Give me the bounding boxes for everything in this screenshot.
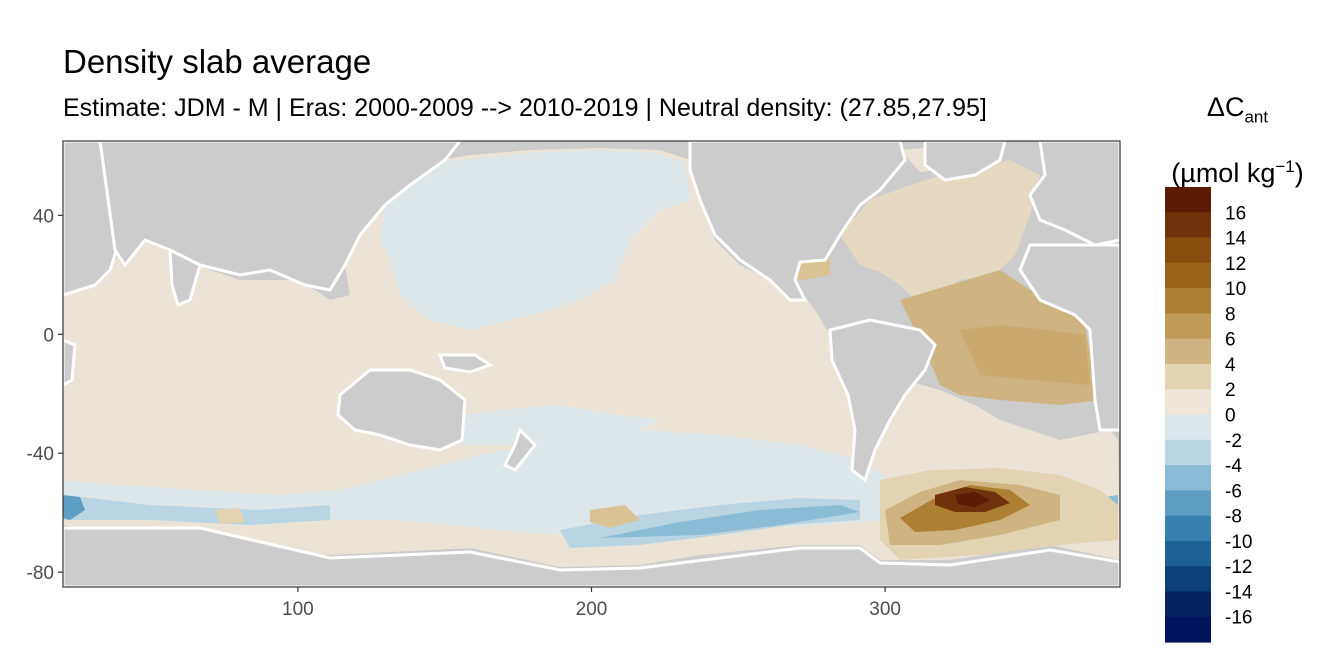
land-asia: [98, 141, 462, 292]
legend-color-swatch: [1165, 262, 1211, 289]
land-new-guinea: [437, 353, 494, 374]
y-tick-label: 40: [33, 206, 54, 227]
y-axis: 40 0 -40 -80: [27, 206, 63, 584]
y-tick-label: 0: [43, 325, 54, 346]
ocean-south-pacific-blue: [430, 405, 660, 445]
legend-color-swatch: [1165, 566, 1211, 593]
ocean-weddell-peak: [955, 492, 990, 507]
x-tick-label: 200: [576, 599, 608, 620]
legend-color-swatch: [1165, 591, 1211, 618]
ocean-small-tan-patch-2: [215, 508, 245, 524]
land-antarctica: [63, 526, 1120, 587]
legend-label: -6: [1225, 481, 1242, 502]
legend-color-swatch: [1165, 439, 1211, 466]
legend-label: 6: [1225, 330, 1236, 351]
x-axis: 100 200 300: [282, 587, 901, 620]
color-legend: 16 14 12 10 8 6 4 2 0 -2 -4 -6 -8 -10 -12 -14 -16: [1165, 187, 1253, 643]
x-tick-label: 300: [869, 599, 901, 620]
legend-color-swatch: [1165, 389, 1211, 416]
legend-label: 12: [1225, 254, 1246, 275]
land-south-america: [828, 318, 937, 483]
chart-subtitle: Estimate: JDM - M | Eras: 2000-2009 --> …: [63, 94, 987, 122]
legend-label: -10: [1225, 532, 1252, 553]
legend-color-swatch: [1165, 616, 1211, 643]
legend-title: ΔCant (µmol kg−1): [1150, 82, 1325, 198]
legend-color-swatch: [1165, 338, 1211, 365]
land-europe: [1028, 141, 1120, 247]
legend-color-swatch: [1165, 313, 1211, 340]
legend-label: 16: [1225, 203, 1246, 224]
legend-label: -2: [1225, 431, 1242, 452]
land-greenland: [923, 141, 1007, 182]
legend-label: 4: [1225, 355, 1236, 376]
ocean-south-atlantic-tan: [960, 325, 1090, 385]
legend-label: 2: [1225, 380, 1236, 401]
legend-label: -8: [1225, 507, 1242, 528]
ocean-southern-blue-streak: [63, 495, 330, 525]
legend-color-swatch: [1165, 465, 1211, 491]
legend-title-unit: (µmol kg−1): [1171, 157, 1304, 189]
land-masses: [63, 141, 1120, 587]
legend-color-swatch: [1165, 212, 1211, 239]
land-india: [168, 247, 202, 308]
legend-color-swatch: [1165, 414, 1211, 441]
legend-color-swatch: [1165, 288, 1211, 314]
legend-label: -4: [1225, 456, 1242, 477]
chart-title: Density slab average: [63, 43, 372, 80]
legend-color-swatch: [1165, 363, 1211, 390]
land-madagascar: [63, 338, 77, 387]
land-north-america: [688, 141, 907, 302]
ocean-west-blue-patch: [63, 495, 85, 520]
ocean-north-atlantic: [840, 160, 1040, 300]
legend-color-swatch: [1165, 237, 1211, 264]
ocean-southern-blue-streak-3: [600, 505, 860, 538]
legend-label: -12: [1225, 557, 1252, 578]
legend-label: 14: [1225, 229, 1247, 250]
map-panel: [63, 141, 1120, 587]
legend-color-swatch: [1165, 540, 1211, 567]
land-africa-east: [1018, 243, 1120, 432]
ocean-small-tan-patch: [590, 505, 640, 528]
legend-label: -16: [1225, 608, 1252, 629]
legend-label: 8: [1225, 304, 1236, 325]
ocean-north-pacific-blue: [380, 150, 690, 330]
legend-label: 10: [1225, 279, 1246, 300]
legend-color-swatch: [1165, 187, 1211, 213]
y-tick-label: -80: [27, 563, 54, 584]
land-australia: [336, 368, 467, 452]
legend-label: 0: [1225, 406, 1236, 427]
legend-color-swatch: [1165, 490, 1211, 517]
x-tick-label: 100: [282, 599, 314, 620]
y-tick-label: -40: [27, 444, 54, 465]
legend-color-swatch: [1165, 515, 1211, 542]
legend-label: -14: [1225, 582, 1253, 603]
land-new-zealand: [502, 427, 538, 472]
legend-title-variable: ΔCant: [1206, 92, 1269, 127]
